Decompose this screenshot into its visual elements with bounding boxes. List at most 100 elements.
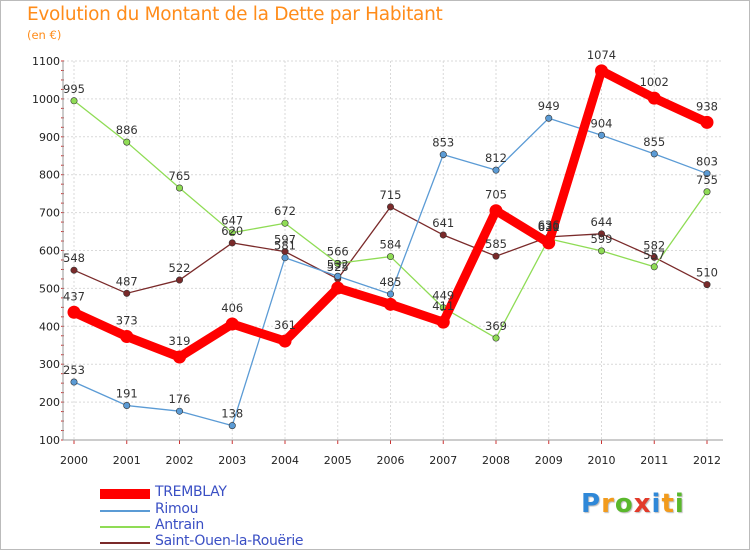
x-tick-label: 2000 xyxy=(60,454,88,467)
data-point-3 xyxy=(386,203,394,211)
data-point-1 xyxy=(281,254,289,262)
logo-letter: P xyxy=(581,489,602,519)
data-label: 641 xyxy=(432,216,454,230)
x-tick-label: 2004 xyxy=(271,454,299,467)
data-label: 803 xyxy=(696,155,718,169)
proxiti-logo: Proxiti xyxy=(581,489,685,519)
data-label: 705 xyxy=(485,188,507,202)
data-point-3 xyxy=(650,253,658,261)
data-point-0 xyxy=(595,64,608,78)
y-tick-label: 100 xyxy=(39,434,60,447)
data-point-1 xyxy=(123,402,131,410)
data-point-3 xyxy=(439,231,447,239)
data-label: 620 xyxy=(538,220,560,234)
data-label: 631 xyxy=(538,220,560,234)
data-point-2 xyxy=(123,138,131,146)
data-label: 510 xyxy=(696,266,718,280)
data-point-0 xyxy=(225,317,239,331)
data-point-3 xyxy=(70,266,78,274)
x-tick-label: 2011 xyxy=(640,454,668,467)
chart-subtitle: (en €) xyxy=(27,28,62,42)
legend-label-tremblay: TREMBLAY xyxy=(155,484,227,500)
data-point-1 xyxy=(650,150,658,158)
data-point-3 xyxy=(228,239,236,247)
y-tick-label: 1100 xyxy=(32,55,60,68)
data-point-2 xyxy=(228,229,236,237)
data-point-2 xyxy=(650,263,658,271)
y-tick-label: 700 xyxy=(39,207,60,220)
data-label: 411 xyxy=(432,299,454,313)
legend-label-antrain: Antrain xyxy=(155,517,204,533)
legend-label-saint-ouen: Saint-Ouen-la-Rouërie xyxy=(155,533,304,549)
data-point-1 xyxy=(70,378,78,386)
data-label: 525 xyxy=(327,260,349,274)
x-tick-label: 2012 xyxy=(693,454,721,467)
data-label: 487 xyxy=(116,274,138,288)
data-label: 566 xyxy=(327,244,349,258)
legend-swatch-antrain xyxy=(100,526,150,528)
data-label: 191 xyxy=(116,387,138,401)
data-label: 449 xyxy=(432,289,454,303)
data-label: 406 xyxy=(221,301,243,315)
data-label: 886 xyxy=(116,123,138,137)
legend-swatch-saint-ouen xyxy=(100,542,150,544)
data-label: 812 xyxy=(485,151,507,165)
legend-label-rimou: Rimou xyxy=(155,501,199,517)
y-tick-label: 800 xyxy=(39,169,60,182)
x-tick-label: 2010 xyxy=(588,454,616,467)
data-point-1 xyxy=(439,151,447,159)
data-label: 672 xyxy=(274,204,296,218)
data-label: 636 xyxy=(538,218,560,232)
data-label: 599 xyxy=(591,232,613,246)
data-label: 369 xyxy=(485,319,507,333)
data-label: 620 xyxy=(221,224,243,238)
data-point-1 xyxy=(386,290,394,298)
data-label: 582 xyxy=(643,238,665,252)
data-label: 585 xyxy=(485,237,507,251)
data-label: 319 xyxy=(169,334,191,348)
data-label: 995 xyxy=(63,82,85,96)
data-label: 522 xyxy=(169,261,191,275)
chart-title: Evolution du Montant de la Dette par Hab… xyxy=(27,4,443,25)
data-label: 765 xyxy=(169,169,191,183)
data-label: 1002 xyxy=(640,75,669,89)
data-point-3 xyxy=(123,289,131,297)
data-label: 855 xyxy=(643,135,665,149)
data-label: 485 xyxy=(380,275,402,289)
data-label: 715 xyxy=(380,188,402,202)
data-point-1 xyxy=(176,407,184,415)
data-label: 949 xyxy=(538,99,560,113)
x-tick-label: 2006 xyxy=(377,454,405,467)
data-point-2 xyxy=(386,253,394,261)
data-label: 597 xyxy=(274,233,296,247)
data-point-2 xyxy=(703,188,711,196)
data-label: 938 xyxy=(696,99,718,113)
x-tick-label: 2001 xyxy=(113,454,141,467)
data-point-0 xyxy=(647,91,661,105)
data-point-3 xyxy=(703,281,711,289)
logo-letter: o xyxy=(614,489,634,519)
data-point-1 xyxy=(545,114,553,122)
x-tick-label: 2005 xyxy=(324,454,352,467)
data-label: 253 xyxy=(63,363,85,377)
data-point-2 xyxy=(492,334,500,342)
x-tick-label: 2002 xyxy=(166,454,194,467)
data-label: 373 xyxy=(116,314,138,328)
data-point-1 xyxy=(334,272,342,280)
data-label: 581 xyxy=(274,239,296,253)
data-label: 361 xyxy=(274,318,296,332)
data-point-0 xyxy=(700,115,714,129)
data-point-0 xyxy=(436,315,450,329)
data-point-0 xyxy=(278,334,292,348)
data-label: 548 xyxy=(63,251,85,265)
data-point-2 xyxy=(334,259,342,267)
data-label: 904 xyxy=(591,116,613,130)
legend-swatch-tremblay xyxy=(100,489,150,499)
y-tick-label: 200 xyxy=(39,396,60,409)
data-point-3 xyxy=(492,252,500,260)
data-label: 437 xyxy=(63,289,85,303)
logo-letter: x xyxy=(633,489,652,519)
logo-letter: i xyxy=(674,489,685,519)
data-label: 176 xyxy=(169,392,191,406)
data-point-1 xyxy=(703,170,711,178)
